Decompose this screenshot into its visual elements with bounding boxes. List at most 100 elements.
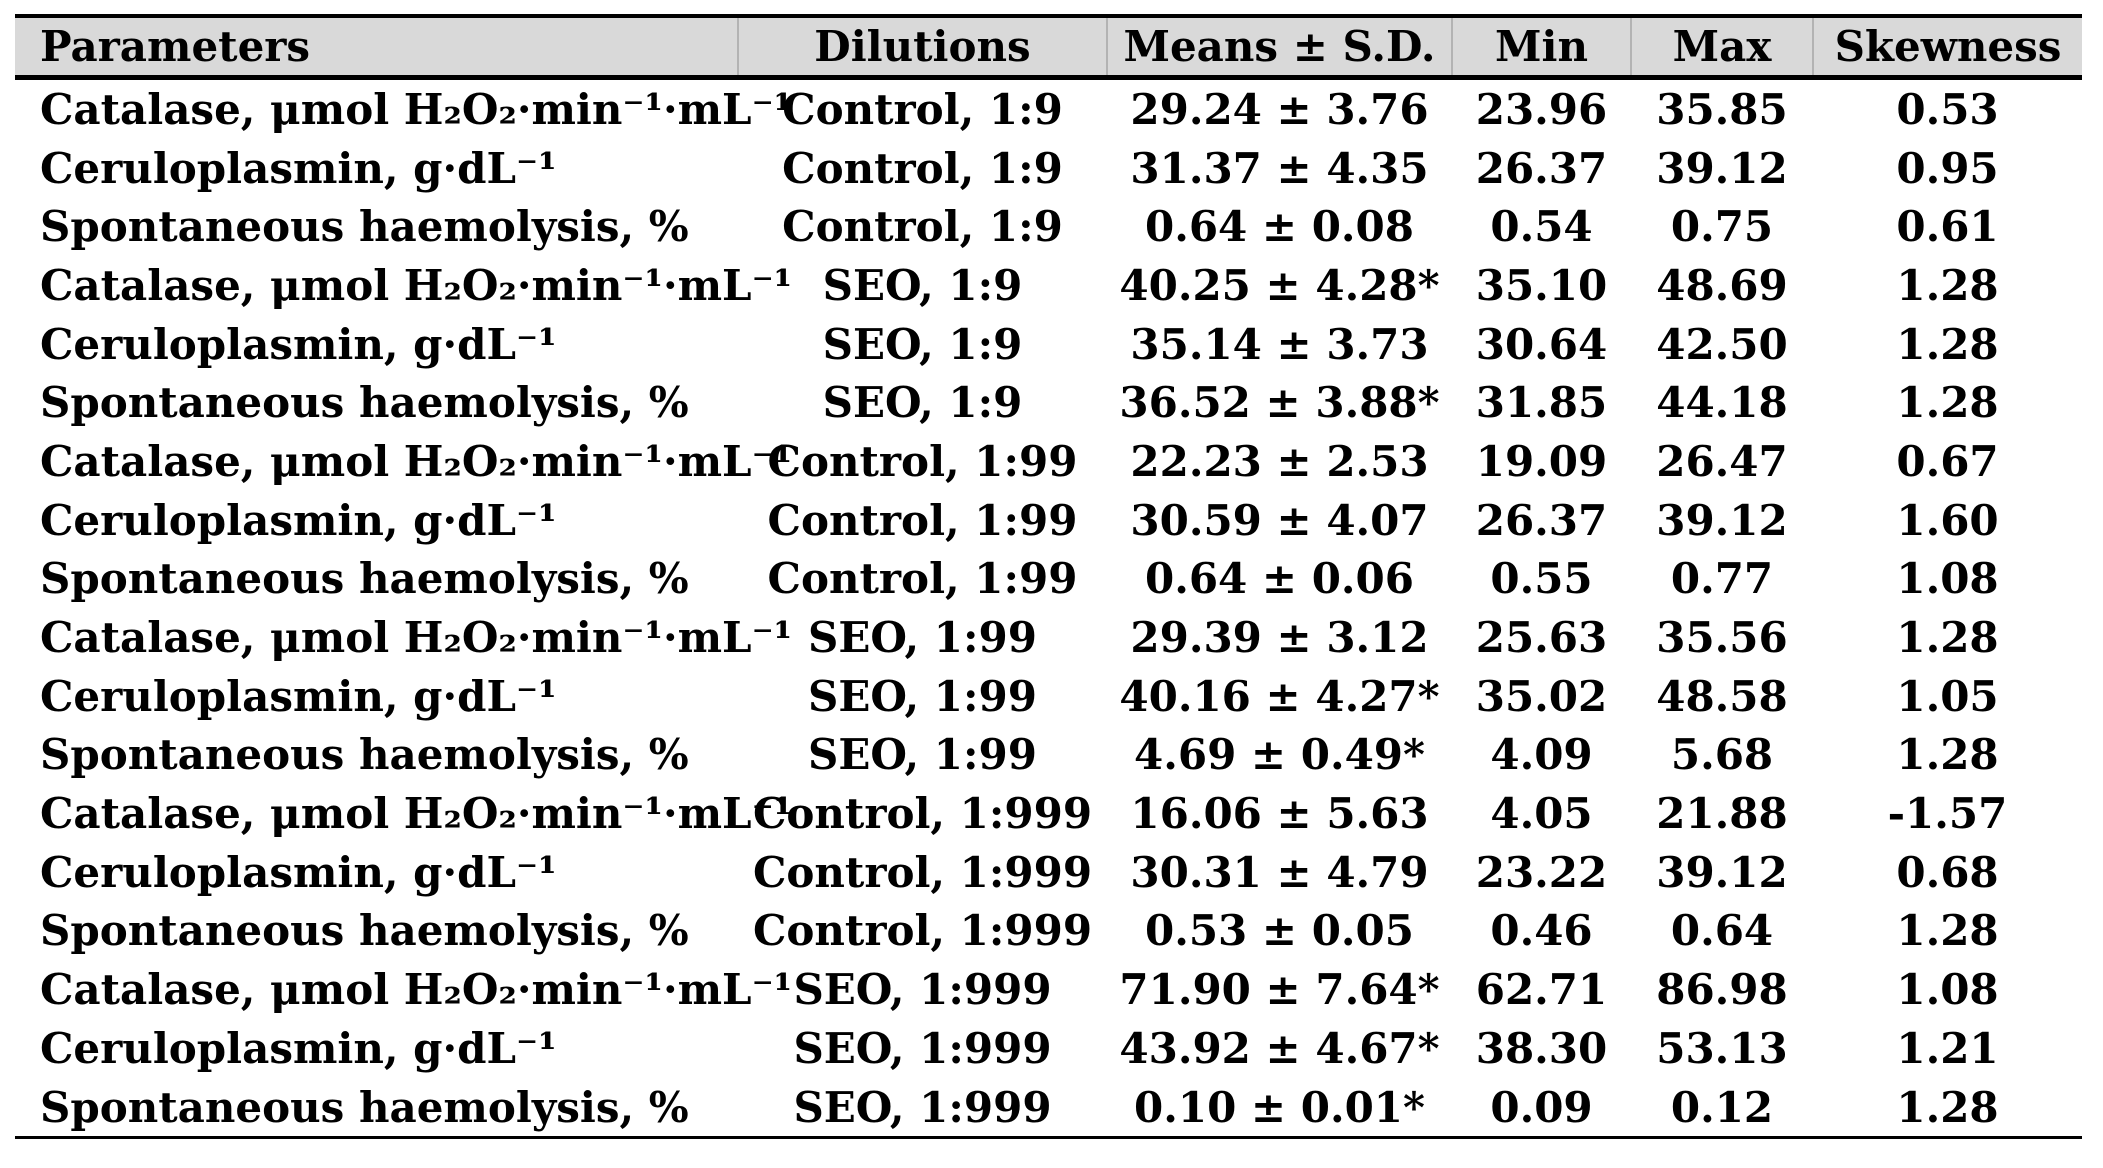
cell-parameter: Spontaneous haemolysis, %: [40, 202, 689, 252]
cell-max: 86.98: [1656, 965, 1788, 1015]
cell-skewness: 1.08: [1896, 965, 1999, 1015]
cell-parameter: Catalase, μmol H₂O₂·min⁻¹·mL⁻¹: [40, 789, 793, 839]
cell-parameter: Catalase, μmol H₂O₂·min⁻¹·mL⁻¹: [40, 436, 793, 486]
cell-mean_sd: 29.39 ± 3.12: [1130, 613, 1429, 663]
cell-min: 19.09: [1475, 436, 1608, 486]
column-header-parameters: Parameters: [15, 14, 738, 80]
cell-dilution: SEO, 1:999: [738, 1077, 1107, 1140]
cell-parameter: Spontaneous haemolysis, %: [15, 1077, 738, 1140]
table-row: Spontaneous haemolysis, % Control, 1:999 0…: [15, 902, 2082, 961]
cell-max: 35.56: [1656, 613, 1788, 663]
cell-parameter: Spontaneous haemolysis, %: [40, 730, 689, 780]
cell-min: 26.37: [1475, 143, 1608, 193]
table-row: Catalase, μmol H₂O₂·min⁻¹·mL⁻¹ Control, 1…: [15, 784, 2082, 843]
cell-min: 23.22: [1475, 847, 1608, 897]
cell-min: 30.64: [1475, 319, 1608, 369]
cell-min: 31.85: [1475, 378, 1608, 428]
cell-skewness: 0.95: [1896, 143, 1999, 193]
cell-parameter: Ceruloplasmin, g·dL⁻¹: [40, 495, 557, 545]
table-row: Spontaneous haemolysis, % Control, 1:9 0.6…: [15, 197, 2082, 256]
cell-max: 5.68: [1670, 730, 1774, 780]
column-header-dilutions: Dilutions: [737, 14, 1107, 80]
table-row: Spontaneous haemolysis, % SEO, 1:99 4.69 ±…: [15, 726, 2082, 785]
cell-min: 62.71: [1475, 965, 1608, 1015]
table-row: Ceruloplasmin, g·dL⁻¹ Control, 1:9 31.37 ±…: [15, 139, 2082, 198]
cell-min: 23.96: [1475, 84, 1608, 134]
cell-dilution: Control, 1:99: [767, 436, 1078, 486]
cell-skewness: 1.08: [1896, 554, 1999, 604]
cell-max: 35.85: [1656, 84, 1788, 134]
cell-min: 35.10: [1475, 260, 1608, 310]
table-row: Catalase, μmol H₂O₂·min⁻¹·mL⁻¹ Control, 1…: [15, 432, 2082, 491]
cell-mean_sd: 29.24 ± 3.76: [1130, 84, 1429, 134]
cell-mean_sd: 16.06 ± 5.63: [1130, 789, 1429, 839]
cell-mean_sd: 31.37 ± 4.35: [1130, 143, 1429, 193]
cell-dilution: SEO, 1:9: [822, 260, 1023, 310]
cell-mean_sd: 30.59 ± 4.07: [1130, 495, 1429, 545]
cell-max: 48.58: [1656, 671, 1788, 721]
cell-parameter: Spontaneous haemolysis, %: [40, 906, 689, 956]
cell-parameter: Catalase, μmol H₂O₂·min⁻¹·mL⁻¹: [40, 965, 793, 1015]
cell-min: 0.54: [1490, 202, 1593, 252]
cell-parameter: Spontaneous haemolysis, %: [40, 554, 689, 604]
table-row: Catalase, μmol H₂O₂·min⁻¹·mL⁻¹ SEO, 1:99 2…: [15, 608, 2082, 667]
table-row: Ceruloplasmin, g·dL⁻¹ Control, 1:99 30.59 …: [15, 491, 2082, 550]
cell-skewness: 1.28: [1896, 378, 1999, 428]
cell-skewness: 1.28: [1896, 906, 1999, 956]
cell-skewness: 0.61: [1896, 202, 1999, 252]
cell-min: 38.30: [1475, 1023, 1608, 1073]
cell-max: 44.18: [1656, 378, 1788, 428]
cell-dilution: SEO, 1:999: [793, 965, 1052, 1015]
cell-mean_sd: 22.23 ± 2.53: [1130, 436, 1429, 486]
cell-parameter: Ceruloplasmin, g·dL⁻¹: [40, 847, 557, 897]
cell-mean_sd: 0.64 ± 0.06: [1144, 554, 1415, 604]
cell-max: 39.12: [1656, 143, 1788, 193]
cell-dilution: Control, 1:9: [782, 84, 1063, 134]
cell-dilution: SEO, 1:9: [822, 378, 1023, 428]
cell-parameter: Ceruloplasmin, g·dL⁻¹: [40, 319, 557, 369]
cell-mean_sd: 0.64 ± 0.08: [1144, 202, 1415, 252]
cell-min: 26.37: [1475, 495, 1608, 545]
cell-skewness: 1.28: [1896, 613, 1999, 663]
table-row: Ceruloplasmin, g·dL⁻¹ Control, 1:999 30.31…: [15, 843, 2082, 902]
cell-dilution: Control, 1:999: [752, 847, 1093, 897]
cell-max: 26.47: [1656, 436, 1788, 486]
cell-max: 48.69: [1656, 260, 1788, 310]
cell-mean_sd: 43.92 ± 4.67*: [1119, 1023, 1440, 1073]
cell-mean_sd: 35.14 ± 3.73: [1130, 319, 1429, 369]
cell-dilution: Control, 1:99: [767, 554, 1078, 604]
cell-parameter: Catalase, μmol H₂O₂·min⁻¹·mL⁻¹: [40, 613, 793, 663]
table-header: Parameters Dilutions Means ± S.D. Min Ma…: [15, 14, 2082, 80]
cell-max: 21.88: [1656, 789, 1788, 839]
cell-skewness: 1.21: [1896, 1023, 1999, 1073]
cell-mean_sd: 40.25 ± 4.28*: [1119, 260, 1440, 310]
cell-mean_sd: 40.16 ± 4.27*: [1119, 671, 1440, 721]
table-body: Catalase, μmol H₂O₂·min⁻¹·mL⁻¹ Control, 1…: [15, 78, 2082, 1140]
cell-parameter: Ceruloplasmin, g·dL⁻¹: [40, 671, 557, 721]
column-header-skewness: Skewness: [1812, 14, 2082, 80]
cell-parameter: Catalase, μmol H₂O₂·min⁻¹·mL⁻¹: [40, 84, 793, 134]
cell-parameter: Spontaneous haemolysis, %: [40, 378, 689, 428]
table-row: Spontaneous haemolysis, % SEO, 1:9 36.52 ±…: [15, 373, 2082, 432]
cell-max: 42.50: [1656, 319, 1788, 369]
header-row: Parameters Dilutions Means ± S.D. Min Ma…: [15, 14, 2082, 80]
cell-min: 0.46: [1490, 906, 1593, 956]
cell-skewness: 1.05: [1896, 671, 1999, 721]
cell-min: 35.02: [1475, 671, 1608, 721]
cell-max: 0.77: [1670, 554, 1774, 604]
cell-mean_sd: 30.31 ± 4.79: [1130, 847, 1429, 897]
cell-dilution: SEO, 1:99: [808, 613, 1037, 663]
cell-skewness: 0.53: [1896, 84, 1999, 134]
cell-max: 39.12: [1656, 495, 1788, 545]
cell-mean_sd: 4.69 ± 0.49*: [1134, 730, 1425, 780]
cell-dilution: SEO, 1:99: [808, 671, 1037, 721]
cell-dilution: Control, 1:9: [782, 202, 1063, 252]
cell-mean_sd: 0.53 ± 0.05: [1144, 906, 1415, 956]
cell-skewness: 1.28: [1896, 730, 1999, 780]
cell-parameter: Ceruloplasmin, g·dL⁻¹: [40, 143, 557, 193]
cell-dilution: Control, 1:999: [752, 789, 1093, 839]
cell-dilution: SEO, 1:999: [793, 1023, 1052, 1073]
table-row: Spontaneous haemolysis, % SEO, 1:999 0.10 …: [15, 1077, 2082, 1140]
cell-max: 39.12: [1656, 847, 1788, 897]
